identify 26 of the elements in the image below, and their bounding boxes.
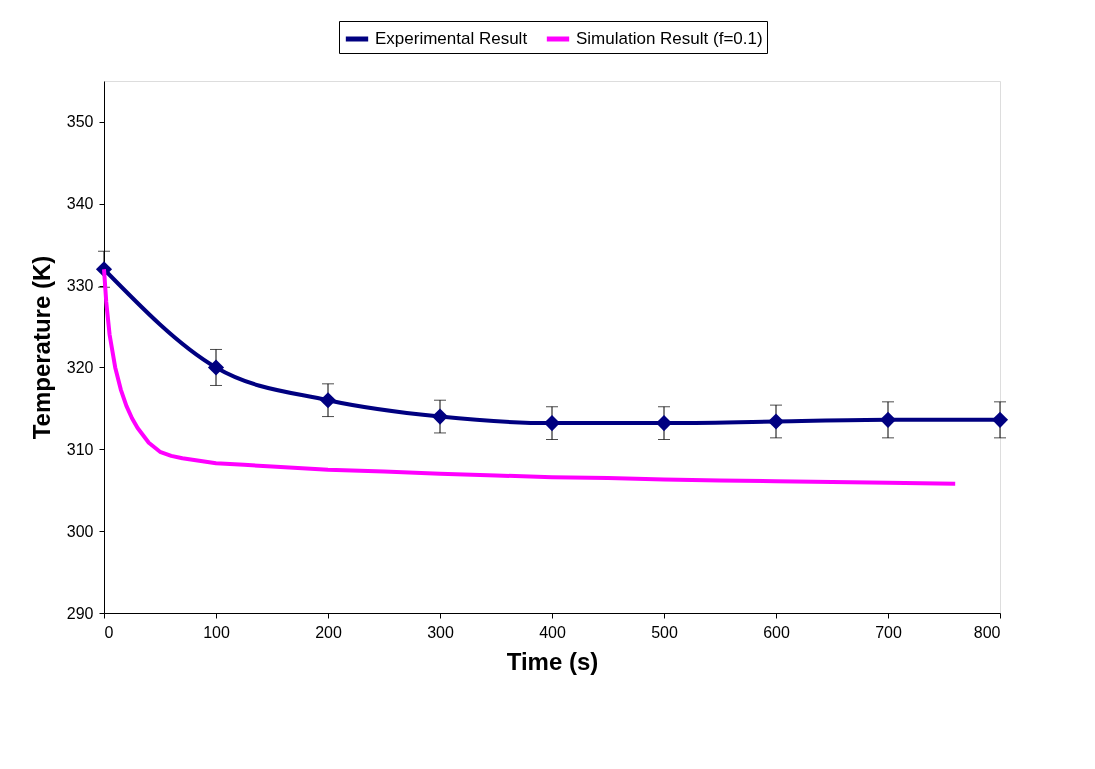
point xyxy=(431,408,449,425)
x-tick-label: 800 xyxy=(973,623,1001,641)
y-tick-label: 300 xyxy=(66,522,94,540)
x-tick-label: 100 xyxy=(203,623,230,641)
x-tick-label: 700 xyxy=(875,623,902,641)
point xyxy=(207,359,225,376)
legend-label: Experimental Result xyxy=(375,29,528,48)
legend-label: Simulation Result (f=0.1) xyxy=(576,29,763,48)
x-tick-label: 300 xyxy=(427,623,454,641)
y-tick-label: 340 xyxy=(66,195,94,213)
point xyxy=(319,392,337,409)
point xyxy=(991,411,1009,428)
point xyxy=(879,411,897,428)
y-tick-label: 290 xyxy=(66,604,94,622)
x-axis-title: Time (s) xyxy=(506,647,599,675)
x-tick-label: 400 xyxy=(539,623,566,641)
y-axis-title: Temperature (K) xyxy=(27,255,55,440)
y-tick-label: 310 xyxy=(66,440,94,458)
point xyxy=(767,413,785,430)
x-tick-label: 500 xyxy=(651,623,678,641)
x-tick-label: 200 xyxy=(315,623,342,641)
x-tick-label: 600 xyxy=(763,623,790,641)
y-tick-label: 350 xyxy=(66,113,94,131)
x-tick-label: 0 xyxy=(104,623,114,641)
y-tick-label: 330 xyxy=(66,277,94,295)
y-tick-label: 320 xyxy=(66,358,94,376)
